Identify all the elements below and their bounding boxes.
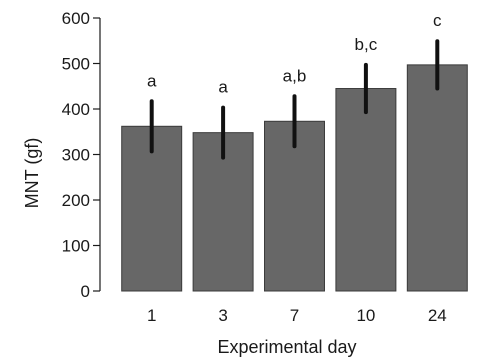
bars: a a a,b b,c c (121, 11, 468, 292)
y-axis-title: MNT (gf) (22, 138, 42, 209)
x-tick-label: 10 (356, 306, 375, 325)
x-axis-title: Experimental day (217, 337, 356, 357)
bar-day-1 (121, 125, 183, 292)
significance-label: a (147, 71, 157, 90)
x-tick-label: 7 (290, 306, 299, 325)
y-tick-label: 200 (62, 191, 90, 210)
x-tick-label: 3 (218, 306, 227, 325)
significance-label: b,c (355, 35, 378, 54)
significance-label: c (433, 11, 442, 30)
y-tick-label: 100 (62, 237, 90, 256)
x-tick-label: 1 (147, 306, 156, 325)
bar-day-24 (406, 64, 468, 292)
significance-label: a (218, 78, 228, 97)
significance-label: a,b (283, 66, 307, 85)
x-tick-label: 24 (428, 306, 447, 325)
bar-day-10 (335, 88, 397, 292)
y-tick-label: 500 (62, 55, 90, 74)
bar-day-7 (264, 120, 325, 292)
y-tick-label: 600 (62, 9, 90, 28)
y-tick-label: 300 (62, 146, 90, 165)
y-tick-label: 0 (81, 282, 90, 301)
x-axis: 1 3 7 10 24 (147, 306, 447, 325)
y-axis: 0 100 200 300 400 500 600 (62, 9, 101, 301)
y-tick-label: 400 (62, 100, 90, 119)
